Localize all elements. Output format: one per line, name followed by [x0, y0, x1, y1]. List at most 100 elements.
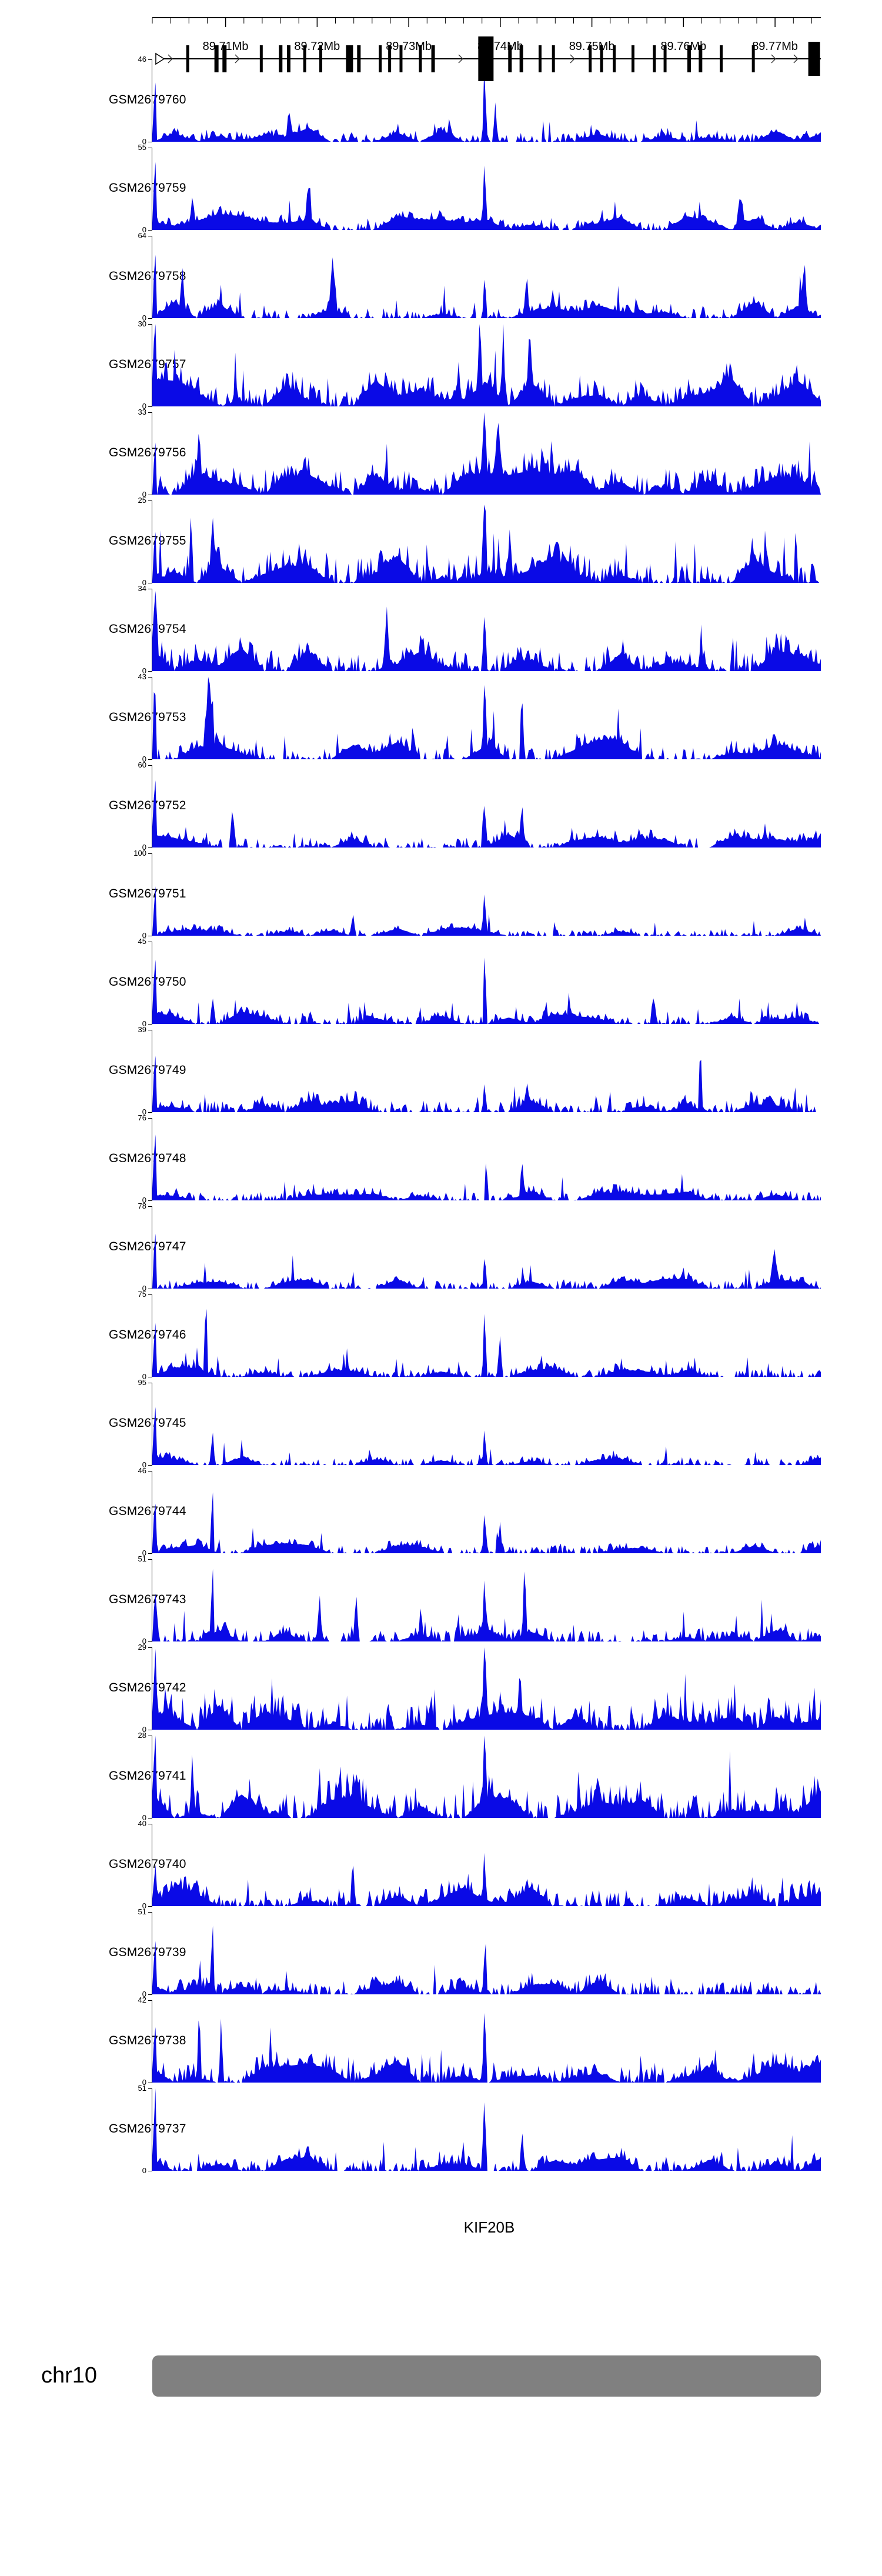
yaxis-top-tick	[148, 324, 152, 325]
track-ymax-label: 33	[138, 408, 146, 416]
track-ymax-label: 51	[138, 1554, 146, 1563]
track-label: GSM2679751	[109, 887, 186, 900]
signal-area-path	[152, 1056, 821, 1112]
signal-plot	[152, 590, 821, 671]
gene-exon	[699, 45, 703, 72]
yaxis-top-tick	[148, 1647, 152, 1648]
axis-tick-label: 89.72Mb	[294, 40, 340, 53]
yaxis-zero-tick	[148, 671, 152, 672]
signal-track-row: GSM2679756 33 0	[0, 408, 882, 499]
signal-track-row: GSM2679743 51 0	[0, 1554, 882, 1646]
gene-exon	[508, 45, 512, 72]
gene-exon	[431, 45, 435, 72]
signal-track-row: GSM2679738 42 0	[0, 1996, 882, 2087]
gene-exon	[303, 45, 306, 72]
track-label: GSM2679758	[109, 269, 186, 283]
gene-exon	[519, 45, 523, 72]
signal-area-path	[152, 162, 821, 230]
signal-plot	[152, 505, 821, 583]
yaxis-top-tick	[148, 1912, 152, 1913]
track-ymax-label: 64	[138, 231, 146, 240]
gene-exon	[279, 45, 283, 72]
strand-arrow-icon	[793, 54, 799, 64]
chromosome-ideogram	[152, 2355, 821, 2397]
signal-track-row: GSM2679753 43 0	[0, 673, 882, 763]
track-label: GSM2679747	[109, 1240, 186, 1253]
signal-area-path	[152, 2088, 821, 2171]
genome-axis: 89.71Mb 89.72Mb 89.73Mb 89.74Mb 89.75Mb 89.76…	[152, 17, 821, 53]
track-label: GSM2679748	[109, 1152, 186, 1165]
track-yzero-label: 0	[142, 490, 146, 499]
gene-exon	[319, 45, 323, 72]
signal-area-path	[152, 2013, 821, 2083]
signal-plot	[152, 677, 821, 759]
signal-plot	[152, 1309, 821, 1377]
track-label: GSM2679741	[109, 1769, 186, 1783]
signal-track-row: GSM2679755 25 0	[0, 496, 882, 587]
yaxis-top-tick	[148, 1118, 152, 1119]
signal-track-row: GSM2679744 46 0	[0, 1467, 882, 1557]
track-yzero-label: 0	[142, 1549, 146, 1557]
signal-track-row: GSM2679759 55 0	[0, 144, 882, 234]
signal-area-path	[152, 1853, 821, 1906]
signal-plot	[152, 67, 821, 142]
signal-plot	[152, 1647, 821, 1730]
signal-area-path	[152, 957, 821, 1024]
track-label: GSM2679744	[109, 1504, 186, 1518]
signal-plot	[152, 886, 821, 936]
gene-exon	[632, 45, 635, 72]
strand-arrow-icon	[458, 54, 463, 64]
gene-exon	[751, 45, 755, 72]
signal-area-path	[152, 1926, 821, 1994]
yaxis-zero-tick	[148, 1906, 152, 1907]
track-yzero-label: 0	[142, 1990, 146, 1998]
signal-plot	[152, 324, 821, 406]
gene-name-label: KIF20B	[463, 2218, 515, 2236]
signal-plot	[152, 1407, 821, 1465]
track-label: GSM2679752	[109, 799, 186, 812]
track-yzero-label: 0	[142, 1196, 146, 1204]
track-label: GSM2679755	[109, 534, 186, 548]
yaxis-top-tick	[148, 1559, 152, 1560]
signal-area-path	[152, 1736, 821, 1818]
signal-plot	[152, 2013, 821, 2083]
yaxis-zero-tick	[148, 1024, 152, 1025]
track-yzero-label: 0	[142, 2078, 146, 2087]
signal-track-row: GSM2679737 51 0	[0, 2084, 882, 2175]
signal-area-path	[152, 1407, 821, 1465]
gene-exon	[186, 45, 189, 72]
yaxis-top-tick	[148, 2088, 152, 2089]
signal-track-row: GSM2679754 34 0	[0, 585, 882, 675]
gene-exon	[346, 45, 353, 72]
signal-area-path	[152, 412, 821, 495]
axis-tick-label: 89.74Mb	[477, 40, 523, 53]
gene-exon	[357, 45, 361, 72]
signal-plot	[152, 1853, 821, 1906]
signal-track-row: GSM2679746 75 0	[0, 1290, 882, 1381]
yaxis-top-tick	[148, 500, 152, 501]
gene-exon	[286, 45, 290, 72]
signal-plot	[152, 957, 821, 1024]
track-yzero-label: 0	[142, 1284, 146, 1293]
track-ymax-label: 25	[138, 496, 146, 505]
signal-area-path	[152, 1134, 821, 1200]
signal-area-path	[152, 67, 821, 142]
signal-area-path	[152, 1492, 821, 1553]
track-label: GSM2679746	[109, 1328, 186, 1342]
gene-exon	[379, 45, 382, 72]
track-yzero-label: 0	[142, 137, 146, 146]
track-yzero-label: 0	[142, 2166, 146, 2175]
gene-exon	[214, 45, 219, 72]
track-yzero-label: 0	[142, 1725, 146, 1734]
signal-plot	[152, 412, 821, 495]
track-label: GSM2679739	[109, 1946, 186, 1959]
track-yzero-label: 0	[142, 1813, 146, 1822]
track-label: GSM2679745	[109, 1416, 186, 1430]
track-ymax-label: 29	[138, 1643, 146, 1651]
track-ymax-label: 76	[138, 1113, 146, 1122]
yaxis-top-tick	[148, 1206, 152, 1207]
track-ymax-label: 46	[138, 55, 146, 64]
chromosome-label: chr10	[41, 2363, 98, 2388]
gene-exon	[419, 45, 422, 72]
